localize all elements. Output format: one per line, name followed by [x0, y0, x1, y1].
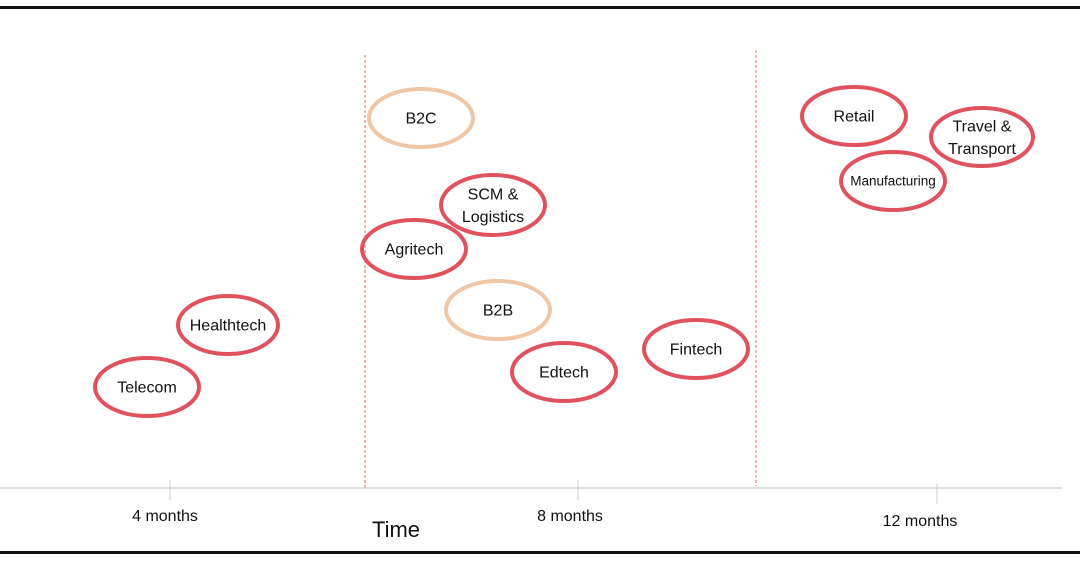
- oval-shape-travel-transport: [929, 106, 1035, 168]
- oval-label-fintech: Fintech: [670, 342, 722, 359]
- oval-edtech: Edtech: [510, 341, 618, 403]
- oval-label-agritech: Agritech: [385, 242, 444, 259]
- oval-label-edtech: Edtech: [539, 365, 589, 382]
- oval-b2c: B2C: [367, 87, 475, 149]
- oval-shape-fintech: [642, 318, 750, 380]
- oval-shape-b2b: [444, 279, 552, 341]
- bottom-border: [0, 551, 1080, 554]
- oval-retail: Retail: [800, 85, 908, 147]
- top-border: [0, 6, 1080, 9]
- oval-agritech: Agritech: [360, 218, 468, 280]
- oval-label-manufacturing: Manufacturing: [850, 174, 936, 189]
- oval-label-travel-transport: Travel & Transport: [948, 118, 1016, 157]
- oval-shape-healthtech: [176, 294, 280, 356]
- oval-shape-agritech: [360, 218, 468, 280]
- oval-shape-telecom: [93, 356, 201, 418]
- oval-fintech: Fintech: [642, 318, 750, 380]
- tick-label-4-months: 4 months: [132, 508, 198, 525]
- oval-label-scm-logistics: SCM & Logistics: [462, 186, 524, 225]
- oval-shape-b2c: [367, 87, 475, 149]
- oval-shape-manufacturing: [839, 150, 947, 212]
- oval-manufacturing: Manufacturing: [839, 150, 947, 212]
- oval-telecom: Telecom: [93, 356, 201, 418]
- oval-travel-transport: Travel & Transport: [929, 106, 1035, 168]
- category-ovals: B2C SCM & Logistics Agritech B2B Edtech Fintec…: [93, 85, 1035, 418]
- tick-label-12-months: 12 months: [883, 513, 958, 530]
- oval-label-b2c: B2C: [405, 111, 436, 128]
- oval-shape-retail: [800, 85, 908, 147]
- axis-title: Time: [372, 517, 420, 542]
- oval-shape-edtech: [510, 341, 618, 403]
- oval-shape-scm-logistics: [439, 173, 547, 237]
- oval-label-healthtech: Healthtech: [190, 318, 267, 335]
- oval-healthtech: Healthtech: [176, 294, 280, 356]
- oval-scm-logistics: SCM & Logistics: [439, 173, 547, 237]
- oval-b2b: B2B: [444, 279, 552, 341]
- oval-label-b2b: B2B: [483, 303, 513, 320]
- tick-label-8-months: 8 months: [537, 508, 603, 525]
- oval-label-retail: Retail: [834, 109, 875, 126]
- oval-label-telecom: Telecom: [117, 380, 177, 397]
